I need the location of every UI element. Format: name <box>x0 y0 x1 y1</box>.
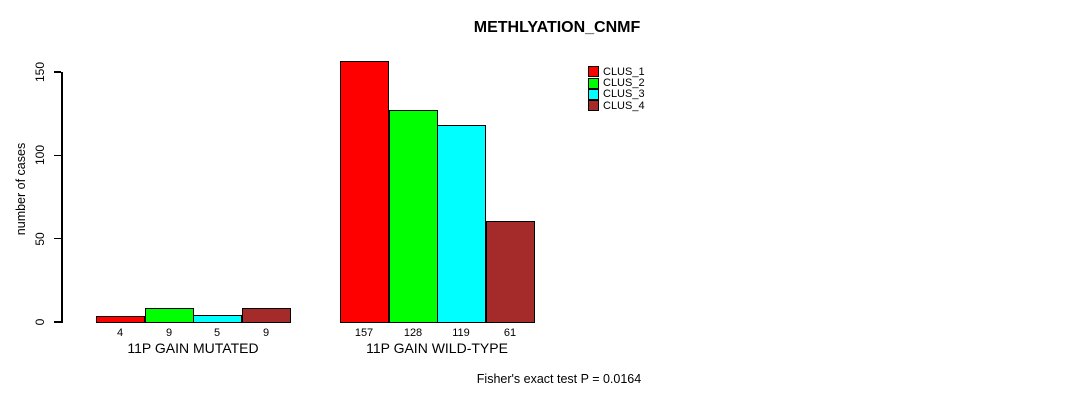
bar-clus_1 <box>340 61 389 323</box>
legend-swatch-clus_2 <box>588 77 599 89</box>
legend-row: CLUS_4 <box>588 99 645 112</box>
bar-value-label: 128 <box>403 327 423 339</box>
legend: CLUS_1 CLUS_2 CLUS_3 CLUS_4 <box>588 66 645 112</box>
bar-clus_3 <box>193 315 242 323</box>
legend-row: CLUS_2 <box>588 77 645 90</box>
bar-value-label: 61 <box>503 327 517 339</box>
y-tick-label: 150 <box>33 61 47 83</box>
bar-value-label: 4 <box>116 327 124 339</box>
legend-row: CLUS_3 <box>588 88 645 101</box>
bar-clus_4 <box>486 221 535 323</box>
y-axis-line <box>61 72 63 323</box>
bar-value-label: 9 <box>165 327 173 339</box>
bar-value-label: 119 <box>452 327 470 339</box>
legend-swatch-clus_4 <box>588 100 599 112</box>
legend-label: CLUS_4 <box>603 99 645 112</box>
annotation-text: Fisher's exact test P = 0.0164 <box>476 372 642 386</box>
bar-clus_3 <box>437 125 486 323</box>
category-label: 11P GAIN MUTATED <box>127 340 259 356</box>
bar-clus_2 <box>389 110 438 323</box>
chart-title: METHLYATION_CNMF <box>473 19 641 36</box>
legend-label: CLUS_3 <box>603 88 645 101</box>
y-tick <box>54 321 61 323</box>
legend-swatch-clus_3 <box>588 88 599 100</box>
legend-label: CLUS_2 <box>603 77 645 90</box>
bar-clus_1 <box>96 316 145 323</box>
legend-row: CLUS_1 <box>588 65 645 78</box>
bar-clus_4 <box>242 308 291 323</box>
legend-label: CLUS_1 <box>603 65 645 78</box>
bar-clus_2 <box>145 308 194 323</box>
y-axis-label: number of cases <box>14 142 28 236</box>
category-label: 11P GAIN WILD-TYPE <box>366 340 508 356</box>
bar-value-label: 5 <box>213 327 221 339</box>
bar-value-label: 9 <box>262 327 270 339</box>
y-tick <box>54 237 61 240</box>
y-tick-label: 100 <box>33 145 47 166</box>
y-tick-label: 50 <box>33 231 47 246</box>
y-tick <box>54 71 61 73</box>
legend-swatch-clus_1 <box>588 66 599 78</box>
y-tick-label: 0 <box>33 318 47 326</box>
y-tick <box>54 154 61 157</box>
bar-value-label: 157 <box>354 327 374 339</box>
